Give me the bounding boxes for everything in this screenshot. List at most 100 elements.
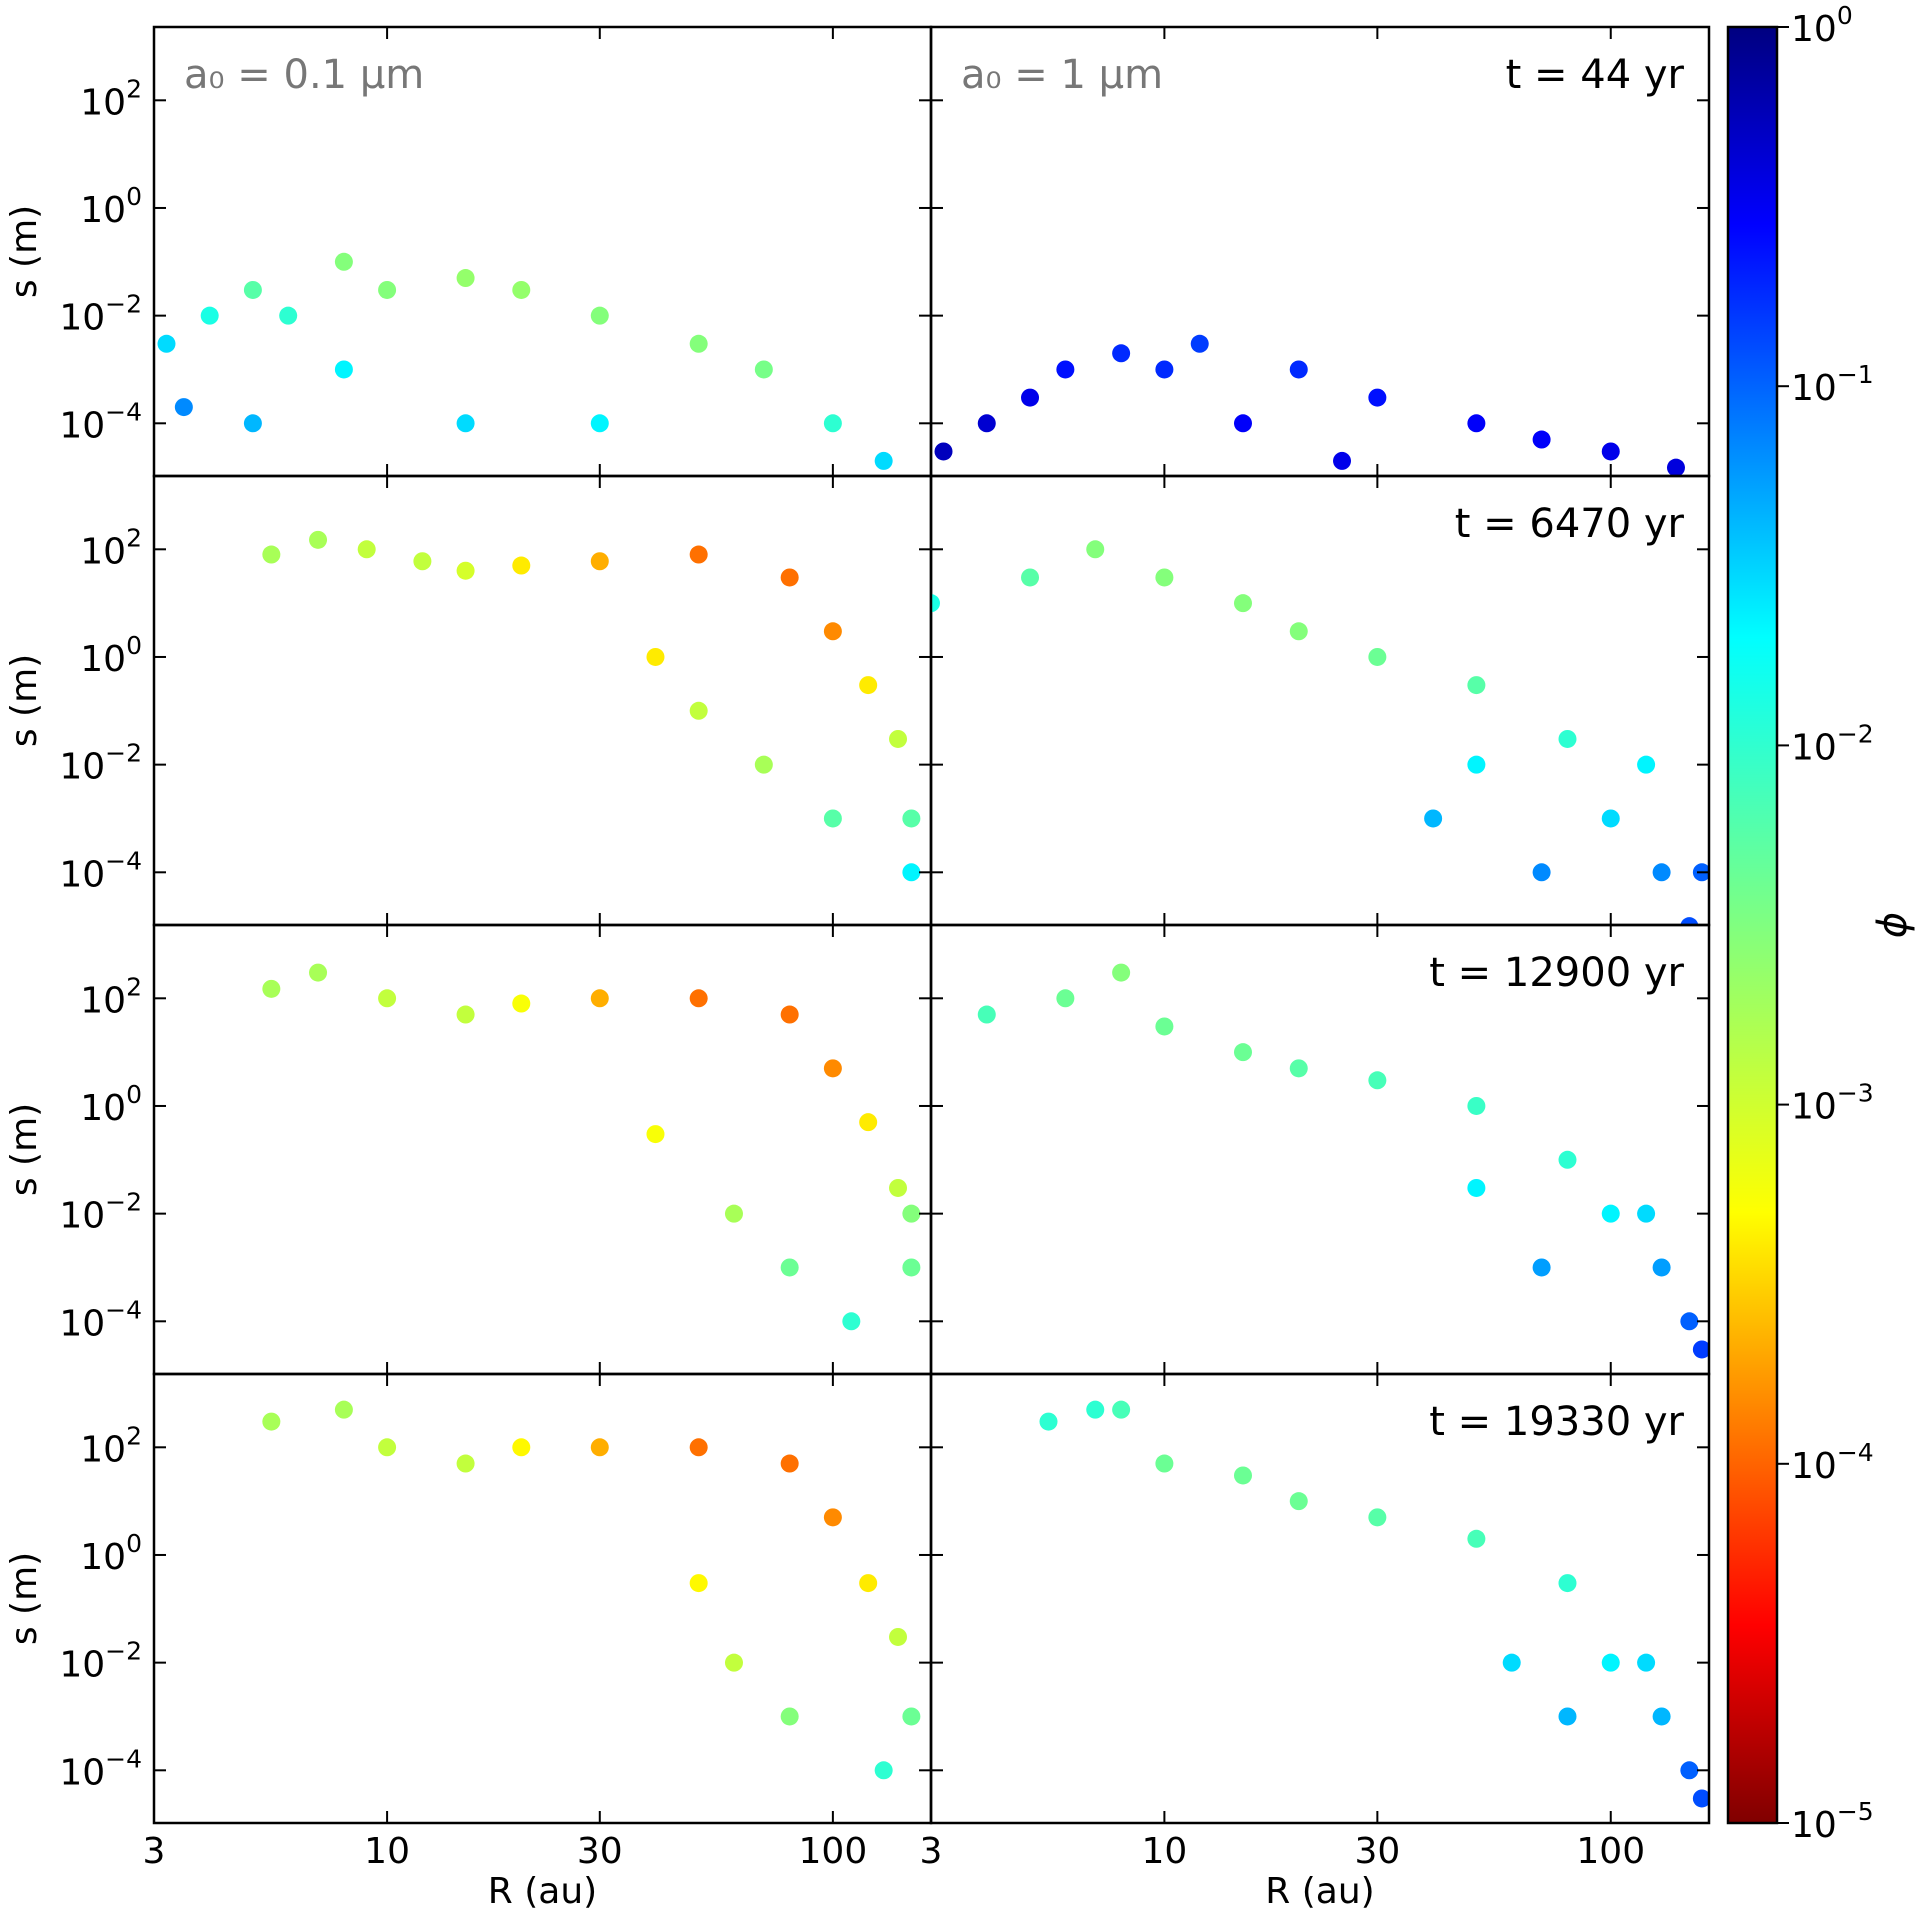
- y-axis-label: s (m): [4, 205, 45, 298]
- point: [1289, 1059, 1308, 1078]
- point: [456, 269, 475, 288]
- point: [689, 334, 708, 353]
- point: [1532, 1258, 1551, 1277]
- point: [1424, 809, 1443, 828]
- point: [1532, 430, 1551, 449]
- point: [1666, 458, 1685, 476]
- point: [902, 1204, 921, 1223]
- point: [456, 414, 475, 433]
- point: [456, 1005, 475, 1024]
- point: [1021, 388, 1040, 407]
- x-tick-label: 3: [920, 1831, 943, 1872]
- point: [1467, 676, 1486, 695]
- x-axis-label: R (au): [1265, 1871, 1374, 1912]
- tick-label: 10−4: [59, 397, 142, 446]
- colorbar: [1726, 25, 1779, 1825]
- point: [334, 1400, 353, 1419]
- point: [456, 1454, 475, 1473]
- point: [1637, 1653, 1656, 1672]
- point: [823, 1059, 842, 1078]
- point: [823, 622, 842, 641]
- points: [262, 1400, 921, 1780]
- y-axis-label: s (m): [4, 654, 45, 747]
- point: [1233, 1466, 1252, 1485]
- point: [780, 568, 799, 587]
- point: [1637, 755, 1656, 774]
- point: [823, 1508, 842, 1527]
- point: [934, 442, 953, 461]
- tick-label: 102: [80, 74, 142, 123]
- point: [1601, 1204, 1620, 1223]
- x-tick-label: 10: [364, 1831, 410, 1872]
- point: [512, 280, 531, 299]
- point: [1112, 1400, 1131, 1419]
- point: [378, 989, 397, 1008]
- time-label: t = 19330 yr: [1429, 1399, 1684, 1445]
- point: [859, 1113, 878, 1132]
- point: [1558, 1707, 1577, 1726]
- point: [1558, 729, 1577, 748]
- point: [1233, 414, 1252, 433]
- point: [413, 552, 432, 571]
- point: [1086, 540, 1105, 559]
- point: [1039, 1412, 1058, 1431]
- annotation: a₀ = 0.1 μm: [184, 52, 424, 98]
- panel-frame: [929, 1372, 1711, 1825]
- point: [842, 1312, 861, 1331]
- point: [689, 545, 708, 564]
- tick-label: 10−2: [59, 739, 142, 788]
- point: [1680, 1761, 1699, 1780]
- point: [1692, 1340, 1709, 1359]
- point: [512, 1438, 531, 1457]
- point: [174, 398, 193, 417]
- tick-label: 10−4: [59, 1744, 142, 1793]
- y-axis-label: s (m): [4, 1552, 45, 1645]
- points: [262, 963, 921, 1331]
- point: [1368, 388, 1387, 407]
- point: [1601, 1653, 1620, 1672]
- point: [689, 1438, 708, 1457]
- point: [157, 334, 176, 353]
- point: [590, 306, 609, 325]
- points: [977, 963, 1709, 1359]
- point: [590, 552, 609, 571]
- tick-label: 102: [80, 523, 142, 572]
- tick-label: 10−5: [1791, 1797, 1874, 1846]
- point: [279, 306, 298, 325]
- point: [977, 414, 996, 433]
- x-axis-label: R (au): [488, 1871, 597, 1912]
- point: [780, 1454, 799, 1473]
- x-tick-label: 100: [1576, 1831, 1645, 1872]
- point: [859, 676, 878, 695]
- tick-label: 100: [80, 1080, 142, 1129]
- point: [724, 1204, 743, 1223]
- point: [512, 556, 531, 575]
- point: [646, 1125, 665, 1144]
- point: [646, 647, 665, 666]
- x-tick-label: 100: [799, 1831, 868, 1872]
- point: [1155, 1454, 1174, 1473]
- point: [889, 1627, 908, 1646]
- point: [823, 414, 842, 433]
- point: [902, 809, 921, 828]
- tick-label: 10−4: [1791, 1438, 1874, 1487]
- x-tick-label: 3: [143, 1831, 166, 1872]
- point: [1333, 451, 1352, 470]
- point: [1601, 809, 1620, 828]
- x-tick-label: 30: [1354, 1831, 1400, 1872]
- points: [157, 252, 893, 470]
- point: [1558, 1574, 1577, 1593]
- point: [590, 1438, 609, 1457]
- point: [262, 979, 281, 998]
- points: [262, 530, 921, 882]
- time-label: t = 6470 yr: [1455, 501, 1685, 547]
- point: [1467, 1096, 1486, 1115]
- point: [902, 1707, 921, 1726]
- point: [243, 414, 262, 433]
- panel-frame: [152, 1372, 933, 1825]
- point: [724, 1653, 743, 1672]
- point: [780, 1258, 799, 1277]
- point: [1502, 1653, 1521, 1672]
- time-label: t = 12900 yr: [1429, 950, 1684, 996]
- tick-label: 10−2: [59, 1188, 142, 1237]
